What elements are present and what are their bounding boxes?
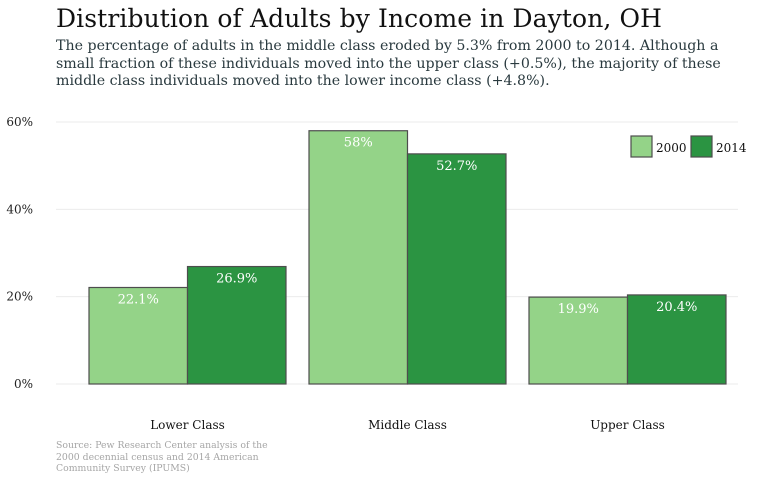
data-label-middle-class-2000: 58%	[344, 136, 373, 151]
chart-title: Distribution of Adults by Income in Dayt…	[56, 4, 662, 33]
x-category-label: Middle Class	[368, 418, 447, 432]
bar-middle-class-2000	[308, 130, 409, 385]
data-label-lower-class-2000: 22.1%	[118, 292, 159, 307]
bar-upper-class-2000	[528, 296, 629, 385]
x-axis-categories: Lower Class Middle Class Upper Class	[150, 418, 665, 432]
y-tick-label: 60%	[6, 115, 33, 129]
bar-upper-class-2014	[626, 294, 727, 385]
y-axis-ticks: 0% 20% 40% 60%	[6, 115, 33, 391]
data-labels: 22.1% 26.9% 58% 52.7% 19.9% 20.4%	[118, 136, 698, 317]
bar-middle-class-2014	[406, 153, 507, 385]
legend-label-2000: 2000	[656, 141, 687, 155]
data-label-lower-class-2014: 26.9%	[216, 272, 257, 287]
bars	[88, 130, 727, 385]
data-label-middle-class-2014: 52.7%	[436, 159, 477, 174]
legend: 2000 2014	[630, 135, 747, 158]
y-tick-label: 40%	[6, 202, 33, 216]
y-tick-label: 0%	[14, 377, 33, 391]
data-label-upper-class-2000: 19.9%	[558, 302, 599, 317]
legend-label-2014: 2014	[716, 141, 747, 155]
legend-swatch-2014	[690, 135, 713, 158]
bar-lower-class-2014	[186, 265, 287, 385]
bar-lower-class-2000	[88, 286, 189, 385]
x-category-label: Upper Class	[590, 418, 665, 432]
x-category-label: Lower Class	[150, 418, 225, 432]
legend-swatch-2000	[630, 135, 653, 158]
y-tick-label: 20%	[6, 290, 33, 304]
data-label-upper-class-2014: 20.4%	[656, 300, 697, 315]
source-note: Source: Pew Research Center analysis of …	[56, 440, 268, 475]
chart-subtitle: The percentage of adults in the middle c…	[56, 38, 721, 89]
